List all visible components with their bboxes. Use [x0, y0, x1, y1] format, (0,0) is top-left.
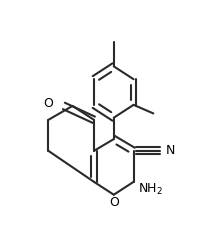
Text: N: N [165, 144, 175, 157]
Text: NH$_2$: NH$_2$ [138, 182, 163, 197]
Text: O: O [44, 97, 53, 110]
Text: O: O [109, 196, 119, 209]
